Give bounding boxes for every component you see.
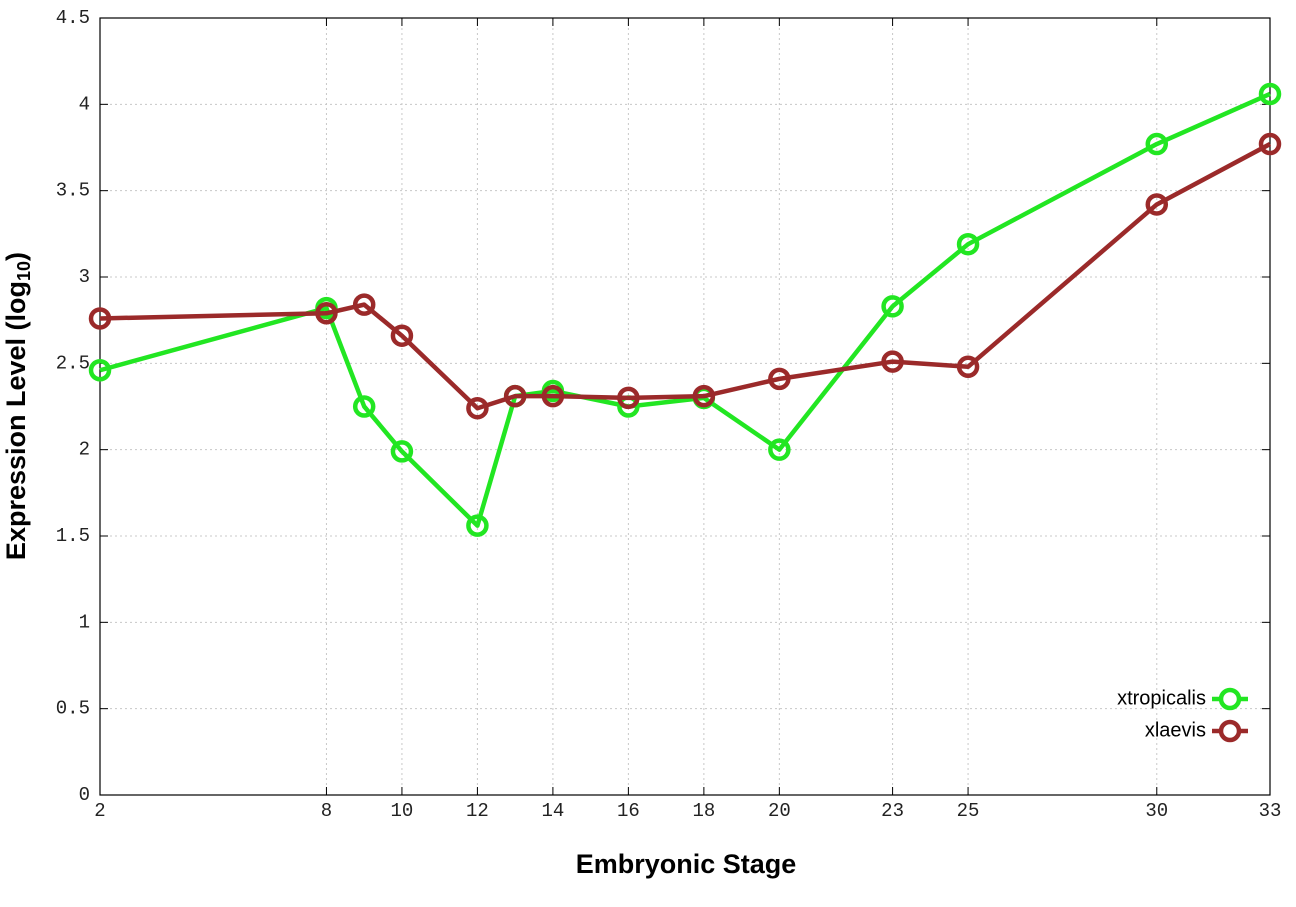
x-tick-label: 12 bbox=[466, 800, 489, 822]
series-line bbox=[99, 91, 1271, 528]
x-tick-label: 25 bbox=[957, 800, 980, 822]
y-tick-label: 3 bbox=[79, 266, 90, 288]
data-point bbox=[881, 350, 904, 373]
x-tick-label: 33 bbox=[1259, 800, 1282, 822]
data-point bbox=[390, 324, 414, 347]
x-tick-label: 30 bbox=[1145, 800, 1168, 822]
plot-frame bbox=[99, 17, 1271, 796]
y-axis-label: Expression Level (log10) bbox=[1, 252, 34, 560]
legend-marker bbox=[1218, 687, 1242, 711]
x-tick-label: 14 bbox=[541, 800, 564, 822]
data-point bbox=[768, 438, 791, 461]
y-tick-label: 4 bbox=[79, 93, 90, 115]
data-point bbox=[466, 514, 489, 537]
data-point bbox=[617, 386, 640, 410]
data-point bbox=[956, 355, 980, 379]
data-point bbox=[956, 232, 980, 256]
y-tick-label: 3.5 bbox=[56, 180, 90, 202]
x-axis-label: Embryonic Stage bbox=[576, 849, 797, 879]
data-point bbox=[692, 384, 716, 408]
series-line bbox=[99, 142, 1272, 411]
grid bbox=[99, 17, 1271, 796]
y-tick-label: 0.5 bbox=[56, 698, 90, 720]
data-point bbox=[390, 440, 414, 463]
data-point bbox=[881, 295, 904, 318]
legend-marker bbox=[1218, 719, 1242, 743]
data-point bbox=[1258, 132, 1282, 156]
x-tick-label: 16 bbox=[617, 800, 640, 822]
data-point bbox=[352, 293, 376, 316]
y-tick-label: 2.5 bbox=[56, 352, 90, 374]
y-tick-label: 2 bbox=[79, 439, 90, 461]
legend-label: xlaevis bbox=[1145, 719, 1206, 741]
x-tick-label: 10 bbox=[391, 800, 414, 822]
data-point bbox=[88, 358, 112, 382]
y-tick-label: 1 bbox=[79, 611, 90, 633]
data-point bbox=[1258, 82, 1282, 106]
y-tick-label: 0 bbox=[79, 784, 90, 806]
data-point bbox=[88, 307, 112, 330]
y-tick-label: 4.5 bbox=[56, 7, 90, 29]
x-tick-label: 2 bbox=[94, 800, 105, 822]
x-tick-label: 18 bbox=[692, 800, 715, 822]
y-label-subscript: 10 bbox=[14, 261, 34, 281]
y-tick-label: 1.5 bbox=[56, 525, 90, 547]
x-tick-label: 8 bbox=[321, 800, 332, 822]
data-point bbox=[1145, 193, 1169, 216]
data-point bbox=[1145, 132, 1169, 156]
data-point bbox=[466, 396, 489, 420]
data-point bbox=[352, 395, 376, 418]
y-label-close: ) bbox=[1, 252, 31, 261]
legend-label: xtropicalis bbox=[1117, 687, 1206, 709]
y-label-main: Expression Level (log bbox=[1, 281, 31, 560]
x-tick-label: 20 bbox=[768, 800, 791, 822]
data-point bbox=[541, 384, 565, 408]
x-tick-label: 23 bbox=[881, 800, 904, 822]
data-point bbox=[503, 384, 527, 408]
data-point bbox=[315, 302, 338, 325]
data-point bbox=[768, 367, 791, 391]
